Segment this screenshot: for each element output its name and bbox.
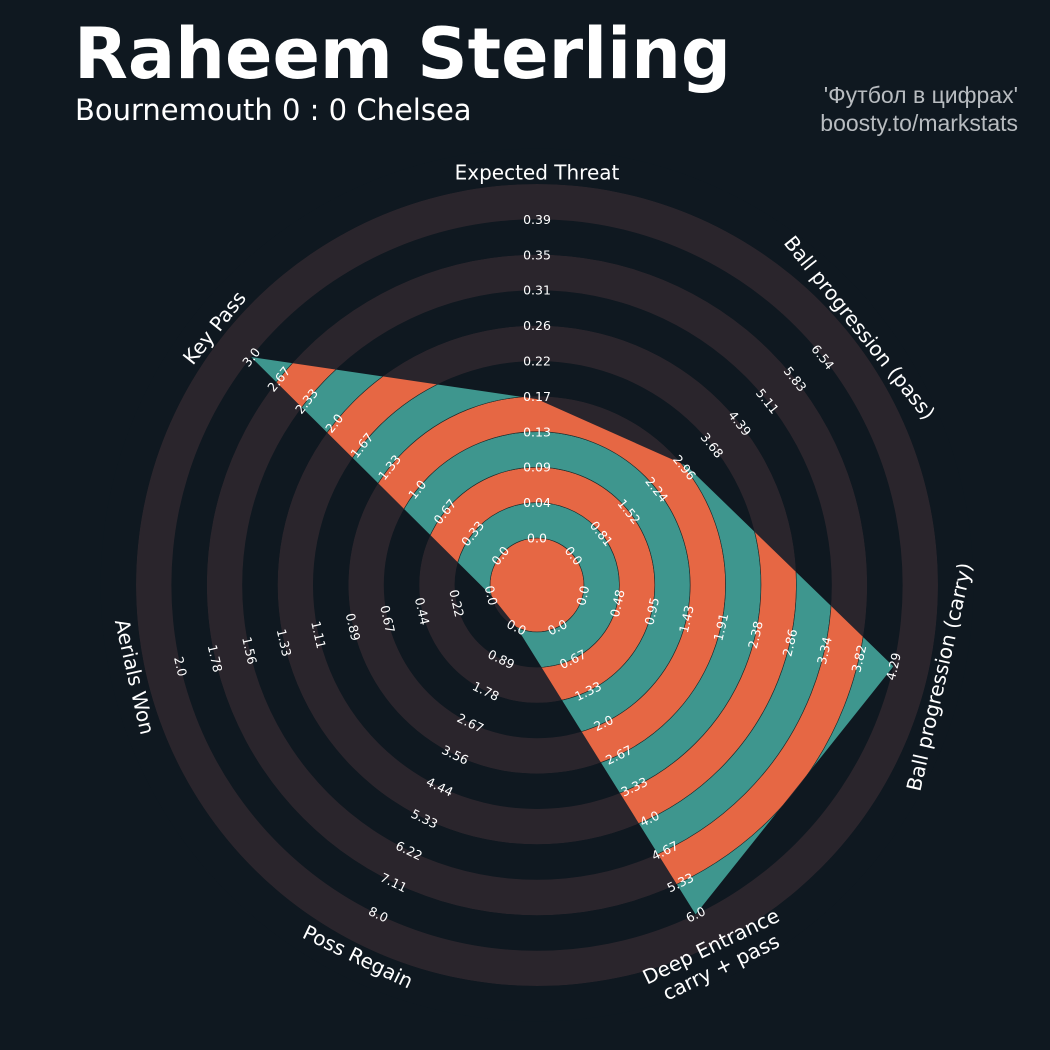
- radar-tick-label: 0.95: [641, 596, 662, 626]
- credit-block: 'Футбол в цифрах' boosty.to/markstats: [820, 81, 1018, 137]
- radar-tick-label: 0.48: [607, 588, 628, 619]
- radar-tick-label: 1.43: [676, 604, 697, 634]
- radar-tick-label: 1.11: [308, 620, 329, 650]
- radar-tick-label: 2.86: [779, 627, 800, 658]
- radar-tick-label: 3.82: [848, 643, 869, 673]
- radar-tick-label: 0.31: [523, 283, 551, 298]
- radar-tick-label: 0.04: [523, 495, 551, 510]
- radar-tick-label: 1.78: [205, 643, 226, 674]
- radar-tick-label: 0.0: [527, 531, 547, 546]
- radar-tick-label: 0.67: [377, 604, 398, 634]
- radar-tick-label: 0.17: [523, 389, 551, 404]
- radar-tick-label: 1.33: [274, 627, 295, 657]
- match-subtitle: Bournemouth 0 : 0 Chelsea: [75, 93, 472, 127]
- radar-tick-label: 0.89: [343, 612, 364, 643]
- radar-tick-label: 2.0: [171, 655, 190, 678]
- radar-tick-label: 1.56: [239, 635, 260, 666]
- radar-tick-label: 0.35: [523, 247, 551, 262]
- radar-tick-label: 0.44: [412, 596, 433, 627]
- radar-tick-label: 0.26: [523, 318, 551, 333]
- radar-tick-label: 1.91: [710, 612, 731, 642]
- credit-line-url: boosty.to/markstats: [820, 110, 1018, 136]
- radar-tick-label: 4.29: [883, 651, 904, 682]
- radar-tick-label: 0.22: [446, 588, 467, 618]
- player-name-title: Raheem Sterling: [74, 13, 732, 95]
- radar-tick-label: 0.0: [482, 584, 501, 607]
- radar-tick-label: 0.39: [523, 212, 551, 227]
- radar-tick-label: 3.34: [814, 635, 835, 666]
- radar-tick-label: 0.09: [523, 460, 551, 475]
- radar-parameter-label: Expected Threat: [455, 160, 620, 184]
- credit-line-channel: 'Футбол в цифрах': [823, 82, 1018, 108]
- radar-tick-label: 0.22: [523, 354, 551, 369]
- radar-tick-label: 2.38: [745, 620, 766, 651]
- radar-tick-label: 0.13: [523, 424, 551, 439]
- radar-tick-label: 0.0: [573, 584, 592, 607]
